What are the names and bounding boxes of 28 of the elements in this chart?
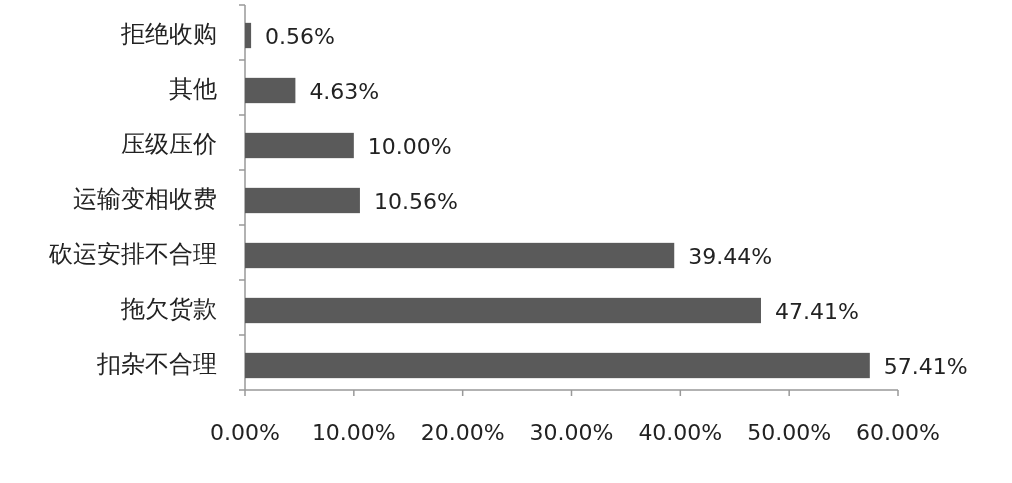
data-label: 4.63% (309, 78, 380, 104)
y-tick-label: 拒绝收购 (120, 19, 217, 48)
x-tick-label: 10.00% (311, 420, 396, 445)
y-tick-label: 其他 (169, 74, 217, 103)
x-tick-label: 50.00% (747, 420, 832, 445)
bar (245, 352, 870, 379)
x-tick-label: 0.00% (210, 420, 280, 445)
y-tick-label: 砍运安排不合理 (48, 239, 217, 268)
bar (245, 187, 360, 214)
bar (245, 77, 296, 104)
data-label: 10.00% (367, 133, 452, 159)
data-label: 10.56% (373, 188, 458, 214)
y-tick-label: 扣杂不合理 (96, 349, 217, 378)
y-tick-label: 压级压价 (121, 129, 217, 158)
data-label: 39.44% (688, 243, 773, 269)
data-label: 0.56% (265, 23, 335, 49)
x-tick-label: 30.00% (529, 420, 614, 445)
bar (245, 132, 354, 159)
x-tick-label: 20.00% (420, 420, 505, 445)
bar (245, 242, 675, 269)
data-label: 47.41% (774, 298, 859, 324)
y-tick-label: 拖欠货款 (120, 294, 217, 323)
bar (245, 297, 761, 324)
y-tick-label: 运输变相收费 (73, 184, 217, 213)
bar (245, 22, 252, 49)
data-label: 57.41% (883, 353, 968, 379)
x-tick-label: 60.00% (856, 420, 940, 445)
x-tick-label: 40.00% (638, 420, 723, 445)
